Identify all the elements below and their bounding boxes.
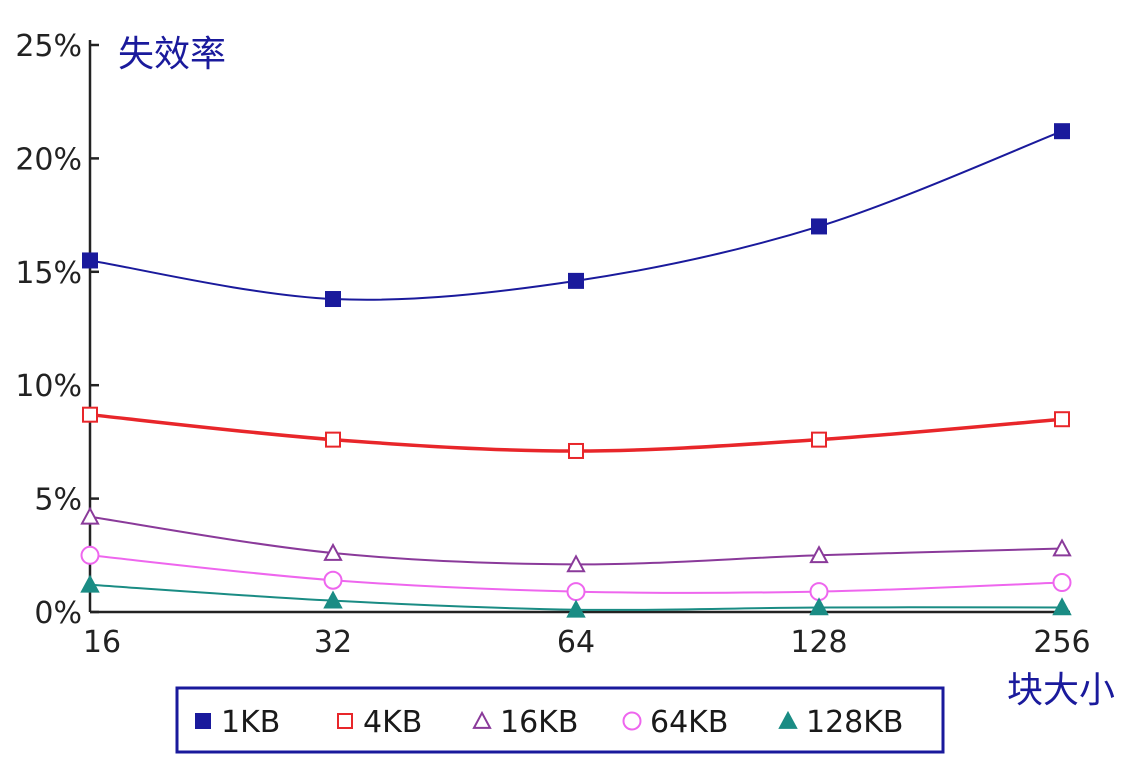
- data-point-1kb: [811, 218, 827, 235]
- data-point-16kb: [1052, 538, 1072, 557]
- data-point-16kb: [566, 554, 586, 573]
- data-point-4kb: [811, 431, 827, 448]
- y-tick-label: 25%: [15, 29, 82, 64]
- data-point-1kb: [1054, 123, 1070, 140]
- legend-marker-16kb: [472, 710, 492, 729]
- data-point-128kb: [323, 590, 343, 609]
- y-tick-label: 10%: [15, 369, 82, 404]
- x-tick-label: 32: [314, 625, 352, 660]
- data-point-64kb: [323, 570, 343, 590]
- data-point-1kb: [325, 291, 341, 308]
- legend-label-4kb: 4KB: [363, 705, 422, 740]
- y-tick-label: 15%: [15, 256, 82, 291]
- data-point-4kb: [82, 406, 98, 423]
- y-axis-title: 失效率: [118, 34, 226, 75]
- legend-label-16kb: 16KB: [500, 705, 578, 740]
- data-point-128kb: [809, 597, 829, 616]
- legend: 1KB 4KB 16KB 64KB 128KB: [175, 686, 945, 754]
- y-tick-label: 5%: [34, 483, 82, 518]
- data-point-16kb: [809, 545, 829, 564]
- data-point-64kb: [566, 582, 586, 602]
- data-point-4kb: [1054, 411, 1070, 428]
- legend-label-64kb: 64KB: [650, 705, 728, 740]
- axes: 0% 5% 10% 15% 20% 25% 16 32 64 128 256: [15, 29, 1090, 660]
- legend-marker-64kb: [622, 711, 642, 731]
- legend-label-1kb: 1KB: [221, 705, 280, 740]
- data-point-1kb: [568, 272, 584, 289]
- legend-box: [175, 686, 945, 754]
- x-axis-title: 块大小: [1007, 670, 1115, 711]
- marker-layer: [80, 123, 1072, 618]
- legend-marker-4kb: [337, 713, 353, 729]
- x-tick-label: 16: [83, 625, 121, 660]
- x-tick-label: 64: [557, 625, 595, 660]
- legend-marker-1kb: [195, 713, 211, 729]
- data-point-16kb: [323, 542, 343, 561]
- y-tick-label: 20%: [15, 142, 82, 177]
- data-point-64kb: [1052, 573, 1072, 593]
- x-tick-label: 128: [790, 625, 847, 660]
- data-point-4kb: [568, 442, 584, 459]
- data-point-1kb: [82, 252, 98, 269]
- legend-marker-128kb: [778, 710, 798, 729]
- data-point-128kb: [1052, 597, 1072, 616]
- data-point-128kb: [80, 574, 100, 593]
- legend-label-128kb: 128KB: [806, 705, 904, 740]
- series-layer: [89, 130, 1063, 611]
- x-tick-label: 256: [1033, 625, 1090, 660]
- data-point-16kb: [80, 506, 100, 525]
- data-point-128kb: [566, 599, 586, 618]
- data-point-4kb: [325, 431, 341, 448]
- y-tick-label: 0%: [34, 596, 82, 631]
- data-point-64kb: [80, 545, 100, 565]
